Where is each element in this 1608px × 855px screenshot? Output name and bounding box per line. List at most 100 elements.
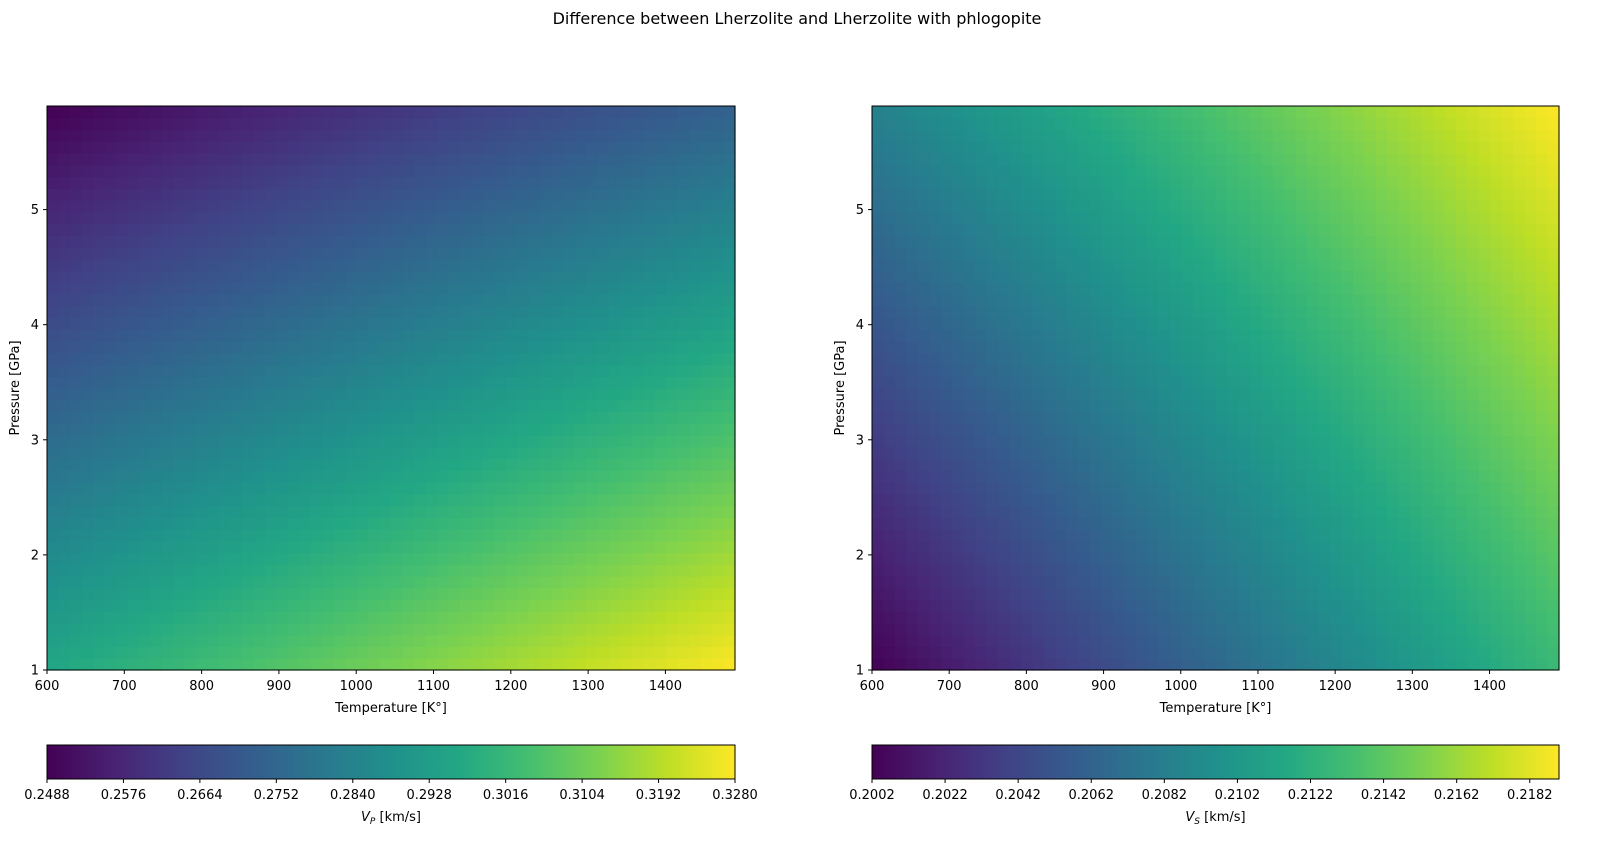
- heatmap-cell: [1295, 458, 1308, 471]
- heatmap-cell: [264, 599, 277, 612]
- heatmap-cell: [1249, 529, 1262, 542]
- heatmap-cell: [482, 388, 495, 401]
- heatmap-cell: [241, 200, 254, 213]
- heatmap-cell: [1352, 587, 1365, 601]
- heatmap-cell: [872, 164, 885, 178]
- heatmap-cell: [574, 529, 587, 542]
- heatmap-cell: [448, 423, 461, 436]
- heatmap-cell: [551, 576, 564, 589]
- heatmap-cell: [1307, 317, 1320, 330]
- heatmap-cell: [1123, 188, 1136, 201]
- heatmap-cell: [986, 106, 999, 119]
- heatmap-cell: [264, 517, 277, 530]
- heatmap-cell: [540, 576, 553, 589]
- heatmap-cell: [952, 564, 965, 577]
- heatmap-cell: [241, 517, 254, 530]
- heatmap-cell: [299, 223, 312, 236]
- heatmap-cell: [574, 634, 587, 648]
- heatmap-cell: [551, 399, 564, 413]
- heatmap-cell: [872, 505, 885, 518]
- heatmap-cell: [677, 540, 690, 554]
- heatmap-cell: [1318, 200, 1331, 213]
- heatmap-cell: [310, 623, 323, 636]
- heatmap-cell: [1330, 247, 1343, 260]
- heatmap-cell: [872, 117, 885, 131]
- heatmap-cell: [219, 587, 232, 601]
- heatmap-cell: [1146, 634, 1159, 648]
- heatmap-cell: [689, 623, 702, 636]
- heatmap-cell: [219, 211, 232, 225]
- heatmap-cell: [391, 587, 404, 601]
- heatmap-cell: [1135, 106, 1148, 119]
- heatmap-cell: [528, 470, 541, 483]
- heatmap-cell: [1352, 435, 1365, 448]
- heatmap-cell: [883, 646, 896, 659]
- heatmap-cell: [230, 294, 243, 307]
- heatmap-cell: [597, 599, 610, 612]
- heatmap-cell: [173, 658, 186, 671]
- heatmap-cell: [230, 258, 243, 272]
- heatmap-cell: [700, 435, 713, 448]
- heatmap-cell: [654, 646, 667, 659]
- heatmap-cell: [264, 458, 277, 471]
- heatmap-cell: [1318, 223, 1331, 236]
- heatmap-cell: [173, 176, 186, 189]
- heatmap-cell: [952, 540, 965, 554]
- heatmap-cell: [230, 270, 243, 283]
- heatmap-cell: [1307, 599, 1320, 612]
- heatmap-cell: [207, 634, 220, 648]
- heatmap-cell: [391, 376, 404, 389]
- heatmap-cell: [379, 270, 392, 283]
- heatmap-cell: [986, 599, 999, 612]
- heatmap-cell: [494, 258, 507, 272]
- heatmap-cell: [448, 646, 461, 659]
- heatmap-cell: [917, 411, 930, 424]
- heatmap-cell: [1284, 411, 1297, 424]
- heatmap-cell: [1055, 529, 1068, 542]
- heatmap-cell: [425, 388, 438, 401]
- heatmap-cell: [1009, 564, 1022, 577]
- heatmap-cell: [883, 634, 896, 648]
- heatmap-cell: [712, 587, 725, 601]
- heatmap-cell: [906, 517, 919, 530]
- heatmap-cell: [574, 176, 587, 189]
- heatmap-cell: [1181, 141, 1194, 154]
- heatmap-cell: [92, 611, 105, 624]
- heatmap-cell: [345, 141, 358, 154]
- heatmap-cell: [1352, 423, 1365, 436]
- heatmap-cell: [1272, 164, 1285, 178]
- heatmap-cell: [620, 235, 633, 248]
- heatmap-cell: [894, 153, 907, 166]
- heatmap-cell: [963, 505, 976, 518]
- heatmap-cell: [1123, 411, 1136, 424]
- heatmap-cell: [563, 141, 576, 154]
- heatmap-cell: [1181, 446, 1194, 460]
- heatmap-cell: [494, 411, 507, 424]
- heatmap-cell: [505, 646, 518, 659]
- heatmap-cell: [276, 188, 289, 201]
- heatmap-cell: [1169, 329, 1182, 342]
- heatmap-cell: [402, 388, 415, 401]
- heatmap-cell: [1215, 258, 1228, 272]
- heatmap-cell: [952, 493, 965, 507]
- heatmap-cell: [413, 576, 426, 589]
- heatmap-cell: [1238, 223, 1251, 236]
- heatmap-cell: [1318, 164, 1331, 178]
- heatmap-cell: [287, 106, 300, 119]
- heatmap-cell: [1341, 446, 1354, 460]
- heatmap-cell: [161, 223, 174, 236]
- heatmap-cell: [253, 411, 266, 424]
- heatmap-cell: [1020, 235, 1033, 248]
- heatmap-cell: [1123, 623, 1136, 636]
- heatmap-cell: [1089, 329, 1102, 342]
- heatmap-cell: [58, 341, 71, 354]
- heatmap-cell: [906, 341, 919, 354]
- heatmap-cell: [173, 376, 186, 389]
- heatmap-cell: [906, 482, 919, 495]
- heatmap-cell: [1318, 364, 1331, 377]
- heatmap-cell: [940, 470, 953, 483]
- heatmap-cell: [264, 623, 277, 636]
- heatmap-cell: [1123, 517, 1136, 530]
- heatmap-cell: [1341, 505, 1354, 518]
- heatmap-cell: [894, 423, 907, 436]
